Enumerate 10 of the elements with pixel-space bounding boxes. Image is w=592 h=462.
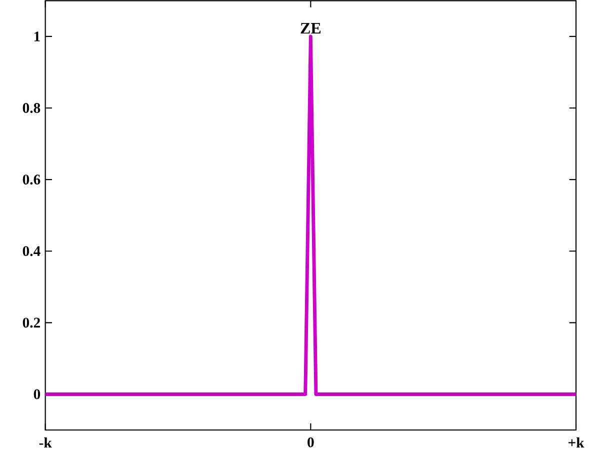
x-tick-label: +k	[568, 437, 584, 448]
annotation: ZE	[300, 23, 321, 34]
x-tick-label: -k	[39, 437, 52, 448]
y-tick-label: 0	[34, 389, 40, 400]
y-tick-label: 0.6	[22, 174, 40, 185]
y-tick-label: 0.2	[22, 318, 40, 328]
x-tick-label: 0	[308, 437, 314, 448]
y-tick-label: 0.4	[22, 246, 40, 256]
y-tick-label: 1	[34, 32, 40, 42]
y-tick-label: 0.8	[22, 103, 40, 113]
